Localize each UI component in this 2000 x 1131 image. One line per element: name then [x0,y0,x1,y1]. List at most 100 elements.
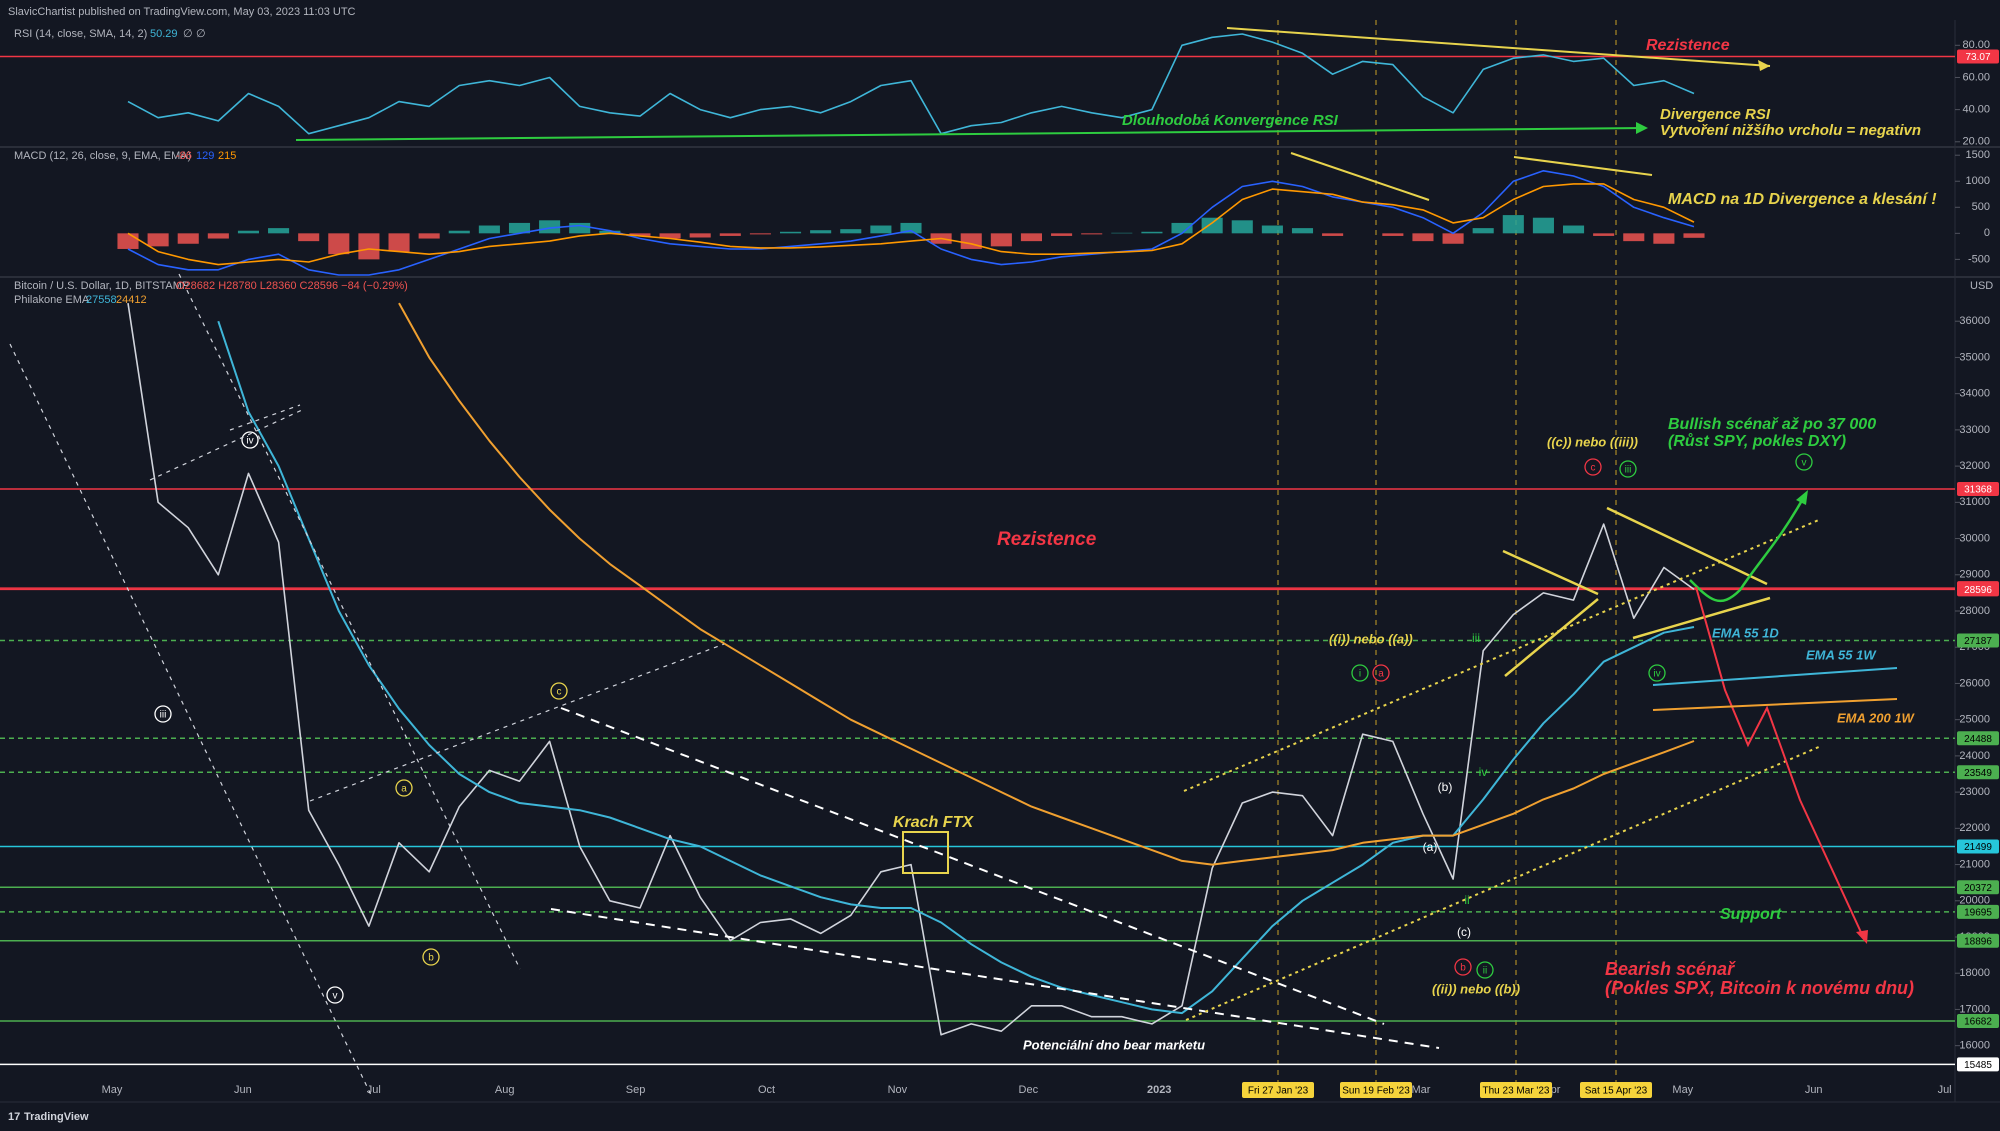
histogram-bar [900,222,922,234]
histogram-bar [207,233,229,239]
date-box [1580,1082,1652,1098]
level-label: 31368 [1964,485,1992,496]
wave-circle [1476,961,1494,979]
x-tick-label: Jun [1805,1084,1823,1096]
y-tick-label: 1500 [1966,149,1990,161]
macd-value: -86 [176,150,192,162]
wave-circle [241,431,259,449]
x-tick-label: May [102,1084,123,1096]
y-tick-label: 500 [1972,201,1990,213]
wave-circle [550,682,568,700]
footer: TradingView [24,1111,89,1123]
wave-label: c [1591,463,1596,474]
histogram-bar [1472,228,1494,234]
y-tick-label: 18000 [1959,967,1990,979]
channel-line [178,273,521,970]
y-tick-label: 30000 [1959,532,1990,544]
arrow-head [1758,60,1770,71]
x-tick-label: 2023 [1147,1084,1171,1096]
panel [0,302,1955,1066]
y-tick-label: 33000 [1959,424,1990,436]
histogram-bar [1081,233,1103,235]
wave-label: ii [1464,893,1469,907]
y-tick-label: 35000 [1959,351,1990,363]
channel-line [560,707,1385,1025]
arrow-head [1856,930,1868,944]
level-label-box [1957,839,1999,854]
ema-arrow [1652,667,1898,686]
macd-title: MACD (12, 26, close, 9, EMA, EMA) [14,150,191,162]
histogram-bar [298,233,320,242]
series-line [127,33,1695,135]
arrow-head [1636,122,1648,134]
histogram-bar [508,222,531,234]
histogram-bar [1322,233,1344,236]
wave-label: v [1802,458,1807,469]
rsi-value: 50.29 [150,28,178,40]
level-label: 28596 [1964,585,1992,596]
date-box [1480,1082,1552,1098]
macd-divergence-line [1513,156,1653,176]
wave-circle [1795,453,1813,471]
bearish-arrow [1695,586,1866,942]
trendline [1502,549,1599,596]
histogram-bar [629,233,651,236]
annotation: Vytvoření nižšího vrcholu = negativn [1660,122,1921,139]
level-label: 20372 [1964,883,1992,894]
wave-label: iv [246,436,253,447]
histogram-bar [418,233,440,239]
histogram-bar [1111,232,1133,234]
x-tick-label: Oct [758,1084,775,1096]
histogram-bar [1141,231,1163,234]
trendline [1606,506,1768,586]
y-tick-label: 40.00 [1962,104,1990,116]
histogram-bar [448,230,470,234]
histogram-bar [1171,222,1193,234]
wave-label: iv [1479,765,1488,779]
annotation: Krach FTX [893,814,974,831]
level-label-box [1957,582,1999,597]
indicator-value: 24412 [116,294,147,306]
wave-label: a [1378,669,1384,680]
histogram-bar [810,230,832,234]
ohlc: O28682 H28780 L28360 C28596 −84 (−0.29%) [176,280,408,292]
level-label-box [1957,633,1999,648]
level-label-box [1957,904,1999,919]
triangle [1502,506,1771,677]
level-label: 19695 [1964,907,1992,918]
annotations: Rezistence Divergence RSI Vytvoření nižš… [893,37,1937,1052]
histogram-bar [1231,220,1253,234]
channel-line [550,908,1440,1049]
y-tick-label: 20000 [1959,895,1990,907]
level-label: 15485 [1964,1060,1992,1071]
histogram-bar [599,230,621,234]
x-tick-label: Jul [367,1084,381,1096]
date-box [1340,1082,1412,1098]
wave-circle [1584,458,1602,476]
histogram-bar [1291,228,1314,234]
y-tick-label: 34000 [1959,388,1990,400]
wave-label: i [1359,669,1361,680]
channel-line [9,343,373,1098]
dotted-trendlines [1183,518,1822,1021]
level-label-box [1957,482,1999,497]
series-label: EMA 200 1W [1837,710,1916,725]
level-label-box [1957,765,1999,780]
annotation: MACD na 1D Divergence a klesání ! [1668,191,1937,208]
x-tick-label: Dec [1019,1084,1039,1096]
annotation: ((c)) nebo ((iii)) [1547,434,1638,449]
histogram-bar [1201,217,1223,234]
level-label-box [1957,49,1999,64]
x-tick-label: Nov [888,1084,908,1096]
wave-circle [1619,460,1637,478]
histogram-bar [749,233,771,235]
histogram-bar [659,233,681,239]
bullish-arrow [1689,494,1807,602]
annotation: Divergence RSI [1660,106,1771,123]
channel-lines [9,273,725,1098]
histogram-bar [117,233,139,249]
histogram-bar [1020,233,1043,242]
histogram-bar [1623,233,1645,242]
x-tick-label: Aug [495,1084,515,1096]
wave-circle [1351,664,1369,682]
